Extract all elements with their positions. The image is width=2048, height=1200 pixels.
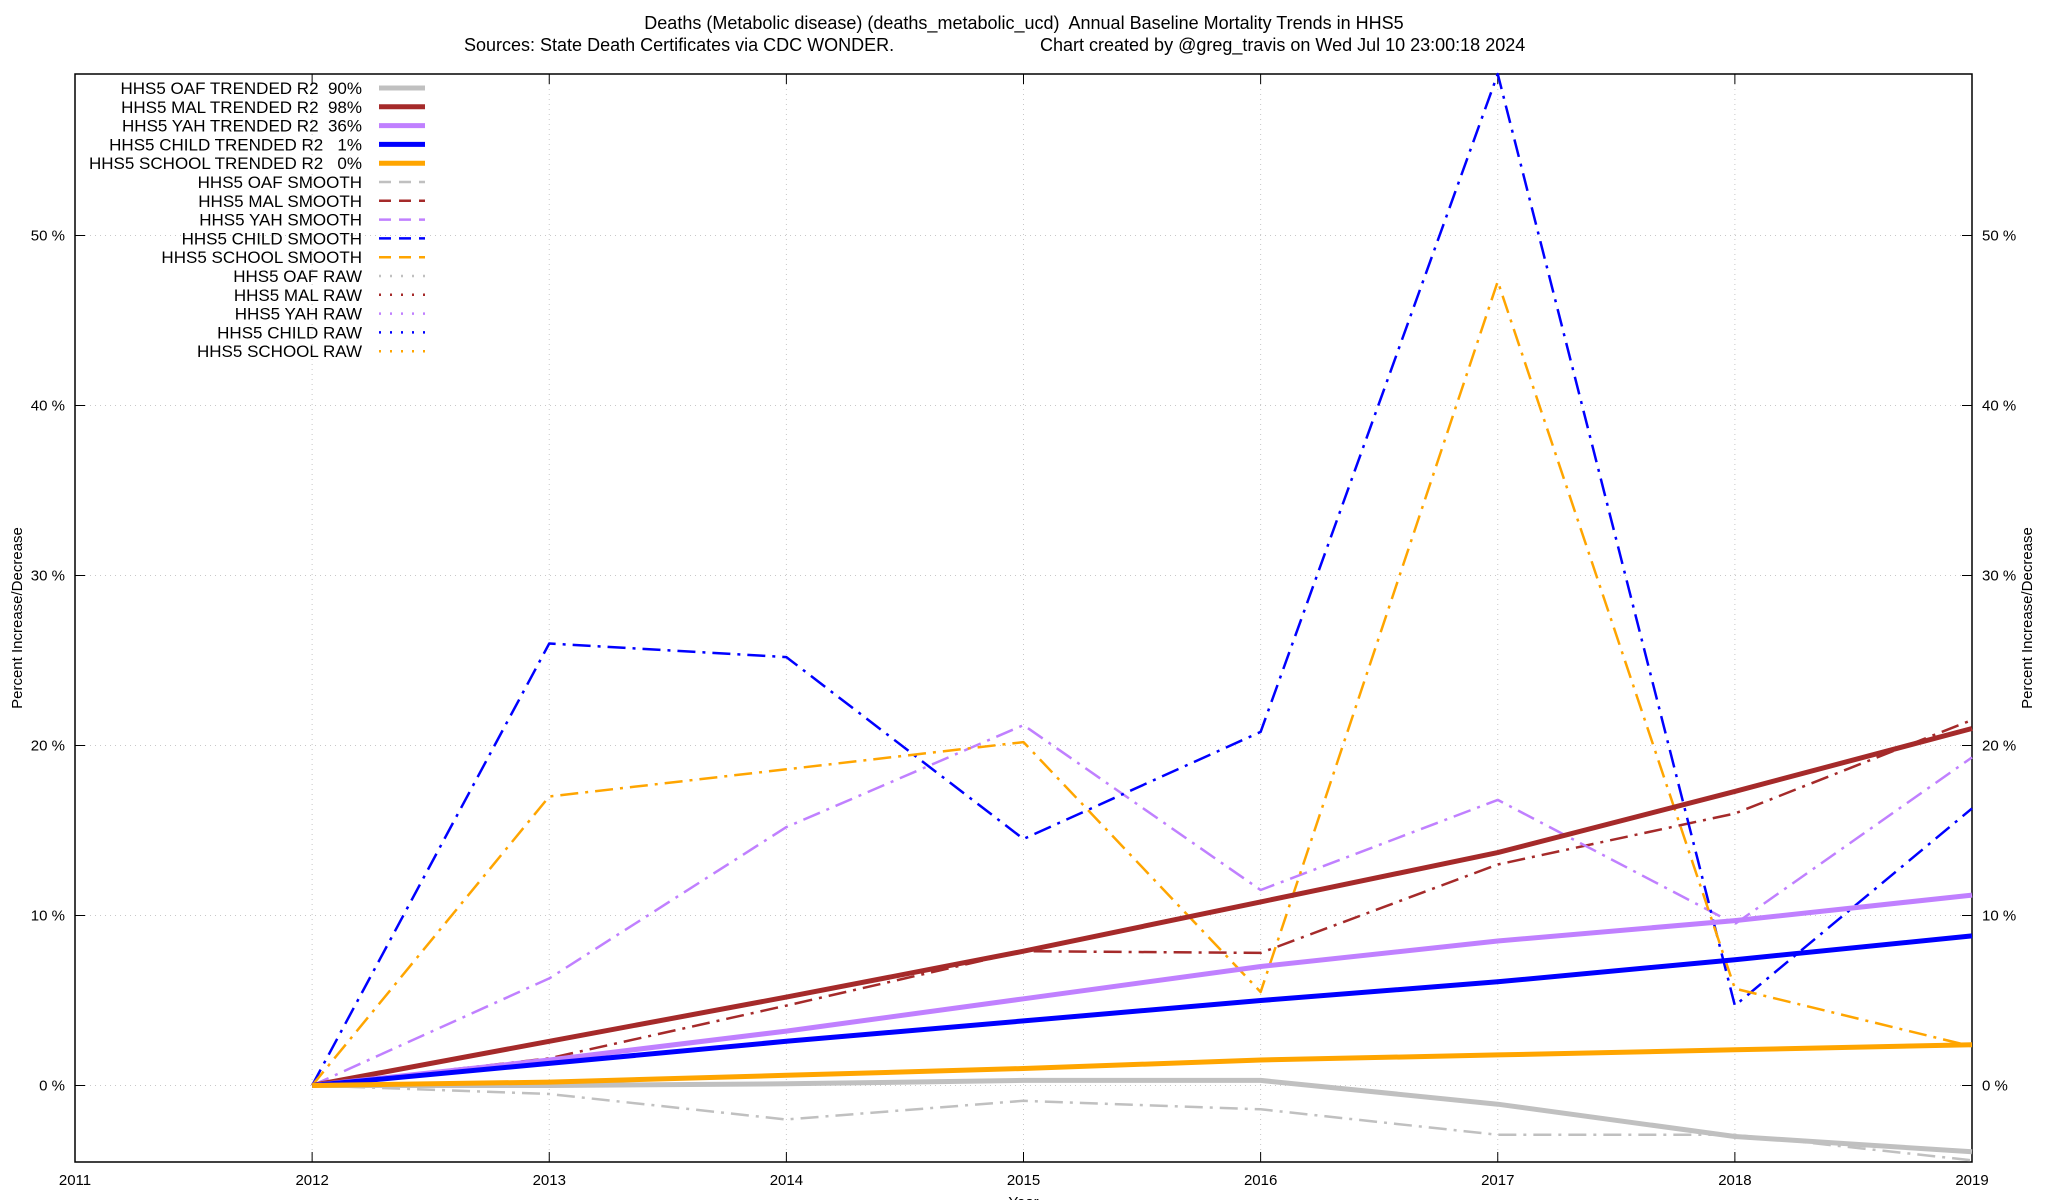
x-tick-label: 2014 bbox=[770, 1172, 803, 1189]
legend-label: HHS5 SCHOOL RAW bbox=[197, 342, 362, 361]
legend-label: HHS5 YAH SMOOTH bbox=[199, 211, 362, 230]
x-tick-label: 2013 bbox=[533, 1172, 566, 1189]
x-tick-label: 2019 bbox=[1955, 1172, 1988, 1189]
legend-label: HHS5 OAF RAW bbox=[233, 267, 362, 286]
legend-label: HHS5 MAL RAW bbox=[234, 286, 362, 305]
y-tick-label-right: 20 % bbox=[1982, 738, 2016, 755]
legend-label: HHS5 MAL SMOOTH bbox=[198, 192, 362, 211]
y-tick-label-left: 40 % bbox=[31, 398, 65, 415]
legend-label: HHS5 CHILD TRENDED R2 1% bbox=[109, 135, 362, 154]
x-tick-label: 2015 bbox=[1007, 1172, 1040, 1189]
legend-label: HHS5 YAH TRENDED R2 36% bbox=[122, 117, 362, 136]
legend-label: HHS5 SCHOOL TRENDED R2 0% bbox=[89, 154, 362, 173]
x-tick-label: 2011 bbox=[59, 1172, 91, 1189]
legend-label: HHS5 SCHOOL SMOOTH bbox=[161, 248, 362, 267]
chart-credit: Chart created by @greg_travis on Wed Jul… bbox=[1040, 35, 1526, 55]
y-tick-label-right: 30 % bbox=[1982, 568, 2016, 585]
y-tick-label-left: 0 % bbox=[39, 1078, 65, 1095]
y-tick-label-right: 0 % bbox=[1982, 1078, 2008, 1095]
series-line-hhs5-oaf-smooth bbox=[312, 1084, 1973, 1162]
y-tick-label-left: 50 % bbox=[31, 228, 65, 245]
legend-label: HHS5 OAF SMOOTH bbox=[198, 173, 362, 192]
chart-title: Deaths (Metabolic disease) (deaths_metab… bbox=[644, 13, 1404, 33]
series-line-hhs5-school-trended-r2-0 bbox=[312, 1042, 1973, 1088]
y-tick-label-right: 40 % bbox=[1982, 398, 2016, 415]
legend-label: HHS5 OAF TRENDED R2 90% bbox=[120, 79, 362, 98]
series-line-hhs5-school-smooth bbox=[311, 280, 1973, 1087]
y-tick-label-right: 10 % bbox=[1982, 908, 2016, 925]
series-line-hhs5-mal-trended-r2-98 bbox=[311, 726, 1973, 1088]
series-line-hhs5-child-smooth bbox=[311, 72, 1973, 1087]
x-tick-label: 2017 bbox=[1481, 1172, 1514, 1189]
y-tick-label-left: 30 % bbox=[31, 568, 65, 585]
y-axis-label-left: Percent Increase/Decrease bbox=[9, 527, 26, 709]
series-line-hhs5-child-trended-r2-1 bbox=[311, 933, 1973, 1088]
y-axis-label-right: Percent Increase/Decrease bbox=[2019, 527, 2036, 709]
legend-label: HHS5 MAL TRENDED R2 98% bbox=[121, 98, 362, 117]
x-tick-label: 2016 bbox=[1244, 1172, 1277, 1189]
series-line-hhs5-yah-smooth bbox=[311, 723, 1973, 1087]
series-line-hhs5-oaf-trended-r2-90 bbox=[312, 1077, 1973, 1155]
chart-sources: Sources: State Death Certificates via CD… bbox=[464, 35, 895, 55]
x-tick-label: 2018 bbox=[1718, 1172, 1751, 1189]
legend-label: HHS5 YAH RAW bbox=[235, 305, 362, 324]
series-line-hhs5-mal-smooth bbox=[311, 718, 1973, 1087]
y-tick-label-right: 50 % bbox=[1982, 228, 2016, 245]
series-line-hhs5-yah-trended-r2-36 bbox=[311, 892, 1973, 1088]
x-tick-label: 2012 bbox=[295, 1172, 328, 1189]
y-tick-label-left: 20 % bbox=[31, 738, 65, 755]
x-axis-label: Year bbox=[1008, 1194, 1038, 1200]
legend-label: HHS5 CHILD RAW bbox=[217, 323, 362, 342]
y-tick-label-left: 10 % bbox=[31, 908, 65, 925]
legend-label: HHS5 CHILD SMOOTH bbox=[182, 229, 362, 248]
